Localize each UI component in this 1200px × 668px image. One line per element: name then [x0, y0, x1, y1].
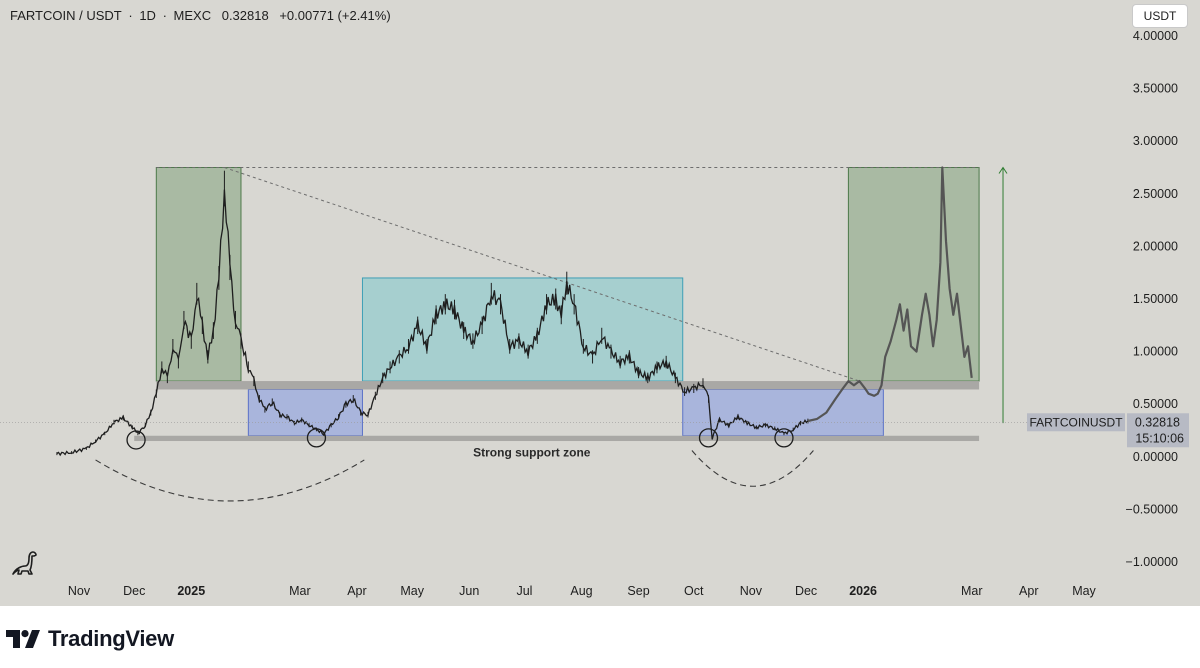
interval-label[interactable]: 1D — [139, 8, 156, 23]
symbol-price-tag: FARTCOINUSDT — [1029, 415, 1123, 429]
x-tick-label: Jun — [459, 584, 479, 598]
x-tick-label: Aug — [570, 584, 592, 598]
y-tick-label: 0.00000 — [1133, 450, 1178, 464]
bottom-circle-1 — [306, 428, 327, 448]
measure-arrow-head — [998, 166, 1008, 174]
separator: · — [128, 8, 133, 23]
countdown-timer: 15:10:06 — [1135, 431, 1184, 445]
y-tick-label: 3.00000 — [1133, 134, 1178, 148]
y-tick-label: −1.00000 — [1126, 555, 1179, 569]
x-tick-label: Nov — [68, 584, 91, 598]
axis-price-tag-bg — [1127, 413, 1189, 448]
x-tick-label: Sep — [627, 584, 649, 598]
x-tick-label: Mar — [289, 584, 311, 598]
x-tick-label: Dec — [123, 584, 145, 598]
x-tick-label: Dec — [795, 584, 817, 598]
price-change: +0.00771 (+2.41%) — [279, 8, 391, 23]
green-zone-0 — [155, 167, 242, 382]
x-tick-label: Oct — [684, 584, 704, 598]
bottom-circle-2 — [698, 428, 719, 448]
x-tick-label: Apr — [1019, 584, 1038, 598]
chart-area[interactable]: Strong support zone 4.00000 3.50000 3.00000… — [0, 0, 1200, 606]
bottom-circle-3 — [774, 428, 794, 448]
y-tick-label: 0.50000 — [1133, 397, 1178, 411]
x-tick-label: 2025 — [177, 584, 205, 598]
y-tick-label: 2.50000 — [1133, 187, 1178, 201]
trendline-1 — [224, 167, 860, 382]
y-tick-label: 1.50000 — [1133, 292, 1178, 306]
x-tick-label: Mar — [961, 584, 983, 598]
axis-price-value: 0.32818 — [1135, 415, 1180, 429]
price-chart[interactable]: Strong support zone 4.00000 3.50000 3.00000… — [0, 0, 1200, 606]
x-tick-label: Nov — [740, 584, 763, 598]
tradingview-logo[interactable]: TradingView — [6, 626, 174, 652]
cup-arc-0 — [95, 459, 365, 502]
cup-arc-1 — [691, 450, 814, 487]
support-zone-label: Strong support zone — [473, 446, 591, 460]
candle-wicks — [56, 170, 809, 456]
currency-button[interactable]: USDT — [1132, 4, 1188, 28]
symbol-name[interactable]: FARTCOIN / USDT — [10, 8, 122, 23]
last-price: 0.32818 — [221, 8, 269, 23]
y-tick-label: −0.50000 — [1126, 502, 1179, 516]
bottom-circle-0 — [126, 430, 146, 450]
x-tick-label: Apr — [347, 584, 366, 598]
symbol-price-tag-bg — [1027, 413, 1125, 432]
price-series-projected — [807, 166, 973, 423]
footer: TradingView — [0, 606, 1200, 668]
x-tick-label: 2026 — [849, 584, 877, 598]
separator: · — [162, 8, 167, 23]
y-tick-label: 4.00000 — [1133, 29, 1178, 43]
y-tick-label: 3.50000 — [1133, 82, 1178, 96]
x-tick-label: May — [1072, 584, 1096, 598]
y-tick-label: 2.00000 — [1133, 239, 1178, 253]
tradingview-logo-icon — [6, 630, 40, 648]
y-tick-label: 1.00000 — [1133, 345, 1178, 359]
symbol-header: FARTCOIN / USDT · 1D · MEXC 0.32818 +0.0… — [10, 8, 394, 23]
x-tick-label: May — [400, 584, 424, 598]
x-tick-label: Jul — [516, 584, 532, 598]
support-band — [134, 435, 980, 442]
tradingview-wordmark: TradingView — [48, 626, 174, 651]
blue-zone-1 — [247, 388, 363, 437]
resistance-band — [156, 381, 980, 390]
dinosaur-icon — [12, 551, 37, 575]
exchange-label: MEXC — [173, 8, 212, 23]
cyan-zone-2 — [361, 277, 684, 382]
